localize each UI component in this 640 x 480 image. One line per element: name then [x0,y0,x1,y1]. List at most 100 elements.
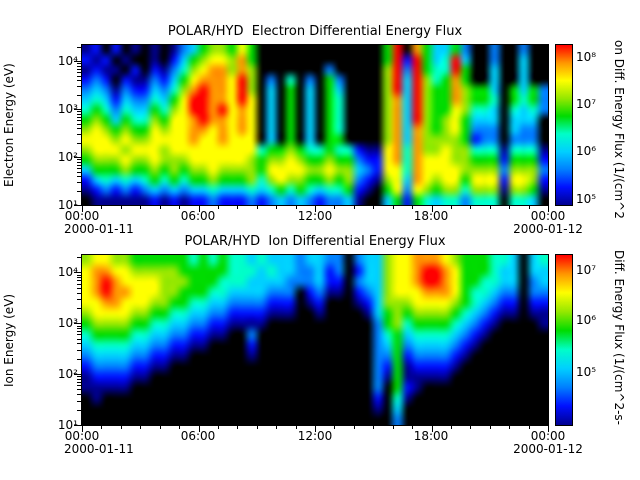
axis-tick-mark [77,182,81,183]
axis-tick-mark [74,205,81,206]
axis-tick-mark [77,168,81,169]
ion-colorbar-canvas [556,255,572,425]
axis-tick-mark [74,425,81,426]
axis-tick-mark [77,80,81,81]
ion-date-right: 2000-01-12 [513,442,583,456]
axis-tick-mark [490,206,491,209]
axis-tick-mark [77,410,81,411]
axis-tick-mark [296,426,297,429]
axis-tick-mark [77,72,81,73]
axis-tick-mark [276,206,277,209]
electron-ytick-1e2: 10² [57,150,78,164]
axis-tick-mark [77,401,81,402]
electron-cbtick-1e7: 10⁷ [576,97,597,111]
axis-tick-mark [179,206,180,209]
axis-tick-mark [529,206,530,209]
electron-colorbar-canvas [556,45,572,205]
axis-tick-mark [74,272,81,273]
axis-tick-mark [77,63,81,64]
axis-tick-mark [509,206,510,209]
electron-ytick-1e1: 10¹ [57,198,78,212]
electron-xtick-1800: 18:00 [413,209,449,223]
axis-tick-mark [101,426,102,429]
axis-tick-mark [77,162,81,163]
ion-xtick-1200: 12:00 [297,429,333,443]
electron-xtick-0000a: 00:00 [64,209,100,223]
ion-ytick-1e4: 10⁴ [57,265,78,279]
ion-cbtick-1e7: 10⁷ [576,263,597,277]
axis-tick-mark [77,328,81,329]
axis-tick-mark [77,86,81,87]
axis-tick-mark [548,426,549,432]
ion-colorbar [555,254,573,426]
axis-tick-mark [296,206,297,209]
ion-ytick-1e1: 10¹ [57,418,78,432]
axis-tick-mark [354,426,355,429]
axis-tick-mark [77,339,81,340]
axis-tick-mark [77,176,81,177]
axis-tick-mark [77,143,81,144]
axis-tick-mark [77,299,81,300]
axis-tick-mark [77,134,81,135]
axis-tick-mark [74,61,81,62]
ion-date-left: 2000-01-11 [64,442,134,456]
ion-colorbar-label: Diff. Energy Flux (1/(cm^2-s- [612,250,626,425]
axis-tick-mark [77,343,81,344]
axis-tick-mark [101,206,102,209]
axis-tick-mark [77,385,81,386]
ion-xtick-1800: 18:00 [413,429,449,443]
axis-tick-mark [74,374,81,375]
axis-tick-mark [77,293,81,294]
ion-y-axis-label: Ion Energy (eV) [2,293,16,387]
axis-tick-mark [77,359,81,360]
axis-tick-mark [393,206,394,209]
axis-tick-mark [393,426,394,429]
axis-tick-mark [334,206,335,209]
electron-colorbar [555,44,573,206]
electron-ytick-1e4: 10⁴ [57,54,78,68]
axis-tick-mark [276,426,277,429]
axis-tick-mark [548,206,549,212]
axis-tick-mark [77,95,81,96]
ion-xtick-0000a: 00:00 [64,429,100,443]
ion-panel-title: POLAR/HYD Ion Differential Energy Flux [184,234,446,249]
electron-xtick-0000b: 00:00 [530,209,566,223]
electron-cbtick-1e8: 10⁸ [576,50,597,64]
axis-tick-mark [315,206,316,212]
axis-tick-mark [490,426,491,429]
ion-xtick-0600: 06:00 [180,429,216,443]
electron-date-left: 2000-01-11 [64,222,134,236]
axis-tick-mark [237,426,238,429]
axis-tick-mark [77,376,81,377]
electron-panel-title: POLAR/HYD Electron Differential Energy F… [167,24,463,39]
axis-tick-mark [140,426,141,429]
axis-tick-mark [412,426,413,429]
axis-tick-mark [179,426,180,429]
axis-tick-mark [82,206,83,212]
electron-xtick-0600: 06:00 [180,209,216,223]
axis-tick-mark [373,206,374,209]
axis-tick-mark [470,206,471,209]
ion-xtick-0000b: 00:00 [530,429,566,443]
axis-tick-mark [77,76,81,77]
axis-tick-mark [373,426,374,429]
axis-tick-mark [77,257,81,258]
axis-tick-mark [529,426,530,429]
electron-cbtick-1e5: 10⁵ [576,192,597,206]
axis-tick-mark [77,128,81,129]
axis-tick-mark [77,111,81,112]
axis-tick-mark [77,124,81,125]
axis-tick-mark [77,379,81,380]
axis-tick-mark [74,109,81,110]
axis-tick-mark [77,326,81,327]
electron-spectrogram-plot [81,44,549,206]
ion-spectrogram-canvas [82,255,548,425]
axis-tick-mark [77,114,81,115]
electron-spectrogram-canvas [82,45,548,205]
axis-tick-mark [77,284,81,285]
axis-tick-mark [451,426,452,429]
axis-tick-mark [334,426,335,429]
axis-tick-mark [160,426,161,429]
axis-tick-mark [77,288,81,289]
